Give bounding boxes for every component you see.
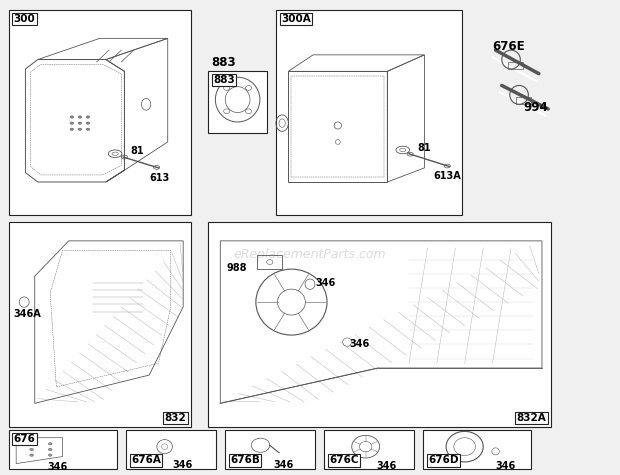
Bar: [9, 10, 191, 215]
Text: 346A: 346A: [13, 309, 41, 319]
Text: 676B: 676B: [230, 456, 260, 466]
Bar: [423, 430, 531, 469]
Text: 346: 346: [349, 340, 370, 350]
Text: 676C: 676C: [329, 456, 359, 466]
Text: 346: 346: [377, 461, 397, 471]
Text: 883: 883: [211, 56, 236, 69]
Bar: [257, 255, 282, 269]
Ellipse shape: [48, 448, 52, 451]
Text: 832A: 832A: [516, 413, 546, 423]
Ellipse shape: [70, 116, 74, 118]
Bar: [9, 222, 191, 427]
Text: 346: 346: [172, 460, 193, 470]
Bar: [276, 10, 461, 215]
Bar: [508, 62, 523, 69]
Text: eReplacementParts.com: eReplacementParts.com: [234, 248, 386, 262]
Ellipse shape: [70, 128, 74, 131]
Text: 613A: 613A: [434, 171, 461, 181]
Bar: [208, 222, 551, 427]
Ellipse shape: [86, 122, 90, 124]
Text: 346: 346: [495, 461, 516, 471]
Text: 676D: 676D: [428, 456, 459, 466]
Text: 81: 81: [131, 146, 144, 156]
Ellipse shape: [70, 122, 74, 124]
Ellipse shape: [78, 122, 82, 124]
Ellipse shape: [86, 128, 90, 131]
Text: 994: 994: [523, 101, 548, 114]
Bar: [225, 430, 315, 469]
Text: 81: 81: [417, 142, 431, 152]
Text: 613: 613: [149, 172, 169, 182]
Text: 676A: 676A: [131, 456, 161, 466]
Bar: [516, 97, 531, 104]
Bar: [9, 430, 117, 469]
Text: 832: 832: [164, 413, 186, 423]
Bar: [126, 430, 216, 469]
Bar: [208, 71, 267, 133]
Ellipse shape: [30, 448, 33, 451]
Ellipse shape: [78, 128, 82, 131]
Ellipse shape: [48, 454, 52, 456]
Text: 346: 346: [273, 460, 293, 470]
Text: 988: 988: [226, 263, 247, 273]
Text: 346: 346: [315, 278, 335, 288]
Text: 676: 676: [14, 434, 35, 444]
Ellipse shape: [30, 443, 33, 445]
Text: 300A: 300A: [281, 14, 311, 24]
Ellipse shape: [86, 116, 90, 118]
Text: 346: 346: [47, 462, 68, 472]
Ellipse shape: [30, 454, 33, 456]
Bar: [324, 430, 414, 469]
Ellipse shape: [48, 443, 52, 445]
Ellipse shape: [78, 116, 82, 118]
Text: 883: 883: [213, 75, 234, 85]
Text: 676E: 676E: [492, 40, 525, 54]
Text: 300: 300: [14, 14, 35, 24]
